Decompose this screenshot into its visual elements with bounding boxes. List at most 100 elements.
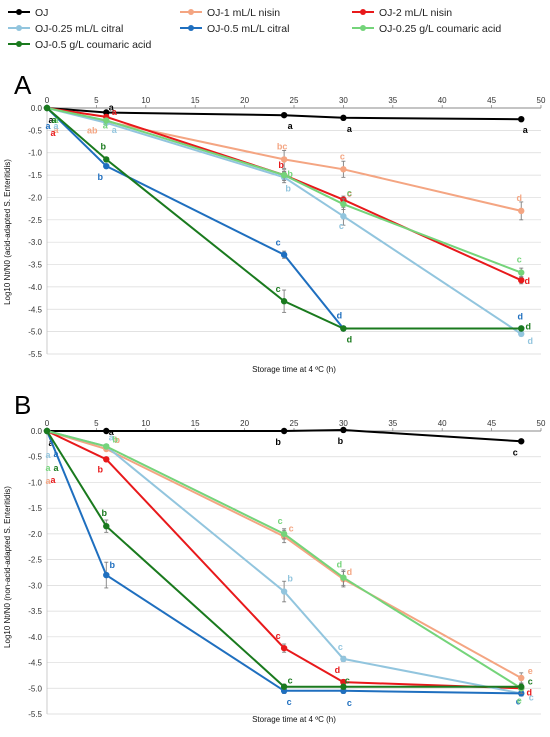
data-point (103, 456, 110, 463)
y-tick-label: -3.5 (28, 261, 42, 270)
significance-letter: d (517, 312, 523, 322)
y-tick-label: -2.5 (28, 556, 42, 565)
y-tick-label: -3.0 (28, 581, 42, 590)
x-tick-label: 10 (141, 419, 150, 428)
significance-letter: ab (87, 125, 98, 135)
data-point (280, 530, 288, 538)
data-point (103, 427, 110, 435)
significance-letter: c (517, 255, 522, 265)
y-axis-label-b: Log10 Nt/N0 (non-acid-adapted S. Enterit… (3, 486, 12, 648)
significance-letter: e (528, 666, 533, 676)
significance-letter: c (347, 189, 352, 199)
significance-letter: a (45, 121, 51, 131)
x-tick-label: 40 (438, 96, 447, 105)
significance-letter: d (335, 665, 341, 675)
legend-marker (16, 41, 22, 47)
significance-letter: c (338, 642, 343, 652)
legend-label: OJ-0.25 g/L coumaric acid (379, 23, 501, 35)
x-tick-label: 25 (290, 96, 299, 105)
series-1: a b c d e (43, 427, 533, 684)
y-tick-label: -3.5 (28, 607, 42, 616)
y-tick-label: -0.5 (28, 126, 42, 135)
legend-label: OJ-0.25 mL/L citral (35, 23, 123, 35)
data-point (518, 330, 525, 338)
significance-letter: b (338, 436, 344, 446)
significance-letter: c (287, 697, 292, 707)
y-tick-label: -2.0 (28, 193, 42, 202)
series-line (46, 430, 522, 695)
data-point (280, 298, 288, 305)
data-point (340, 678, 347, 686)
x-tick-label: 45 (487, 96, 496, 105)
significance-letter: c (347, 698, 352, 708)
significance-letter: a (45, 476, 51, 486)
panel-letter-a: A (14, 70, 32, 100)
x-axis-label-b: Storage time at 4 ºC (h) (252, 715, 336, 724)
significance-letter: a (53, 121, 59, 131)
significance-letter: a (53, 449, 59, 459)
data-point (280, 251, 288, 258)
significance-letter: d (347, 335, 353, 345)
x-tick-label: 15 (191, 419, 200, 428)
y-tick-label: -1.0 (28, 478, 42, 487)
significance-letter: a (109, 427, 115, 437)
data-point (280, 171, 288, 179)
data-point (280, 644, 288, 652)
significance-letter: b (278, 160, 284, 170)
significance-letter: a (45, 463, 51, 473)
x-tick-label: 0 (45, 96, 50, 105)
significance-letter: d (525, 322, 531, 332)
significance-letter: a (50, 475, 56, 485)
significance-letter: c (513, 447, 518, 457)
data-point (280, 111, 288, 119)
y-tick-label: -0.5 (28, 453, 42, 462)
data-point (280, 588, 288, 595)
y-tick-label: -3.0 (28, 238, 42, 247)
y-tick-label: -1.5 (28, 171, 42, 180)
y-tick-label: 0.0 (31, 427, 43, 436)
y-tick-label: -1.5 (28, 504, 42, 513)
significance-letter: c (516, 696, 521, 706)
significance-letter: a (109, 102, 115, 112)
x-tick-label: 40 (438, 419, 447, 428)
legend-marker (16, 25, 22, 31)
data-point (340, 655, 347, 663)
significance-letter: a (112, 125, 118, 135)
data-point (340, 213, 347, 220)
y-tick-label: -4.0 (28, 633, 42, 642)
legend-label: OJ-0.5 g/L coumaric acid (35, 39, 151, 51)
significance-letter: b (98, 464, 104, 474)
x-tick-label: 5 (94, 419, 99, 428)
data-point (103, 156, 110, 163)
significance-letter: b (101, 141, 107, 151)
significance-letter: bc (277, 141, 288, 151)
data-point (518, 115, 525, 123)
data-point (103, 109, 110, 116)
data-point (103, 117, 110, 124)
significance-letter: d (524, 276, 530, 286)
significance-letter: a (51, 115, 57, 125)
data-point (518, 207, 525, 215)
y-tick-label: -5.0 (28, 684, 42, 693)
significance-letter: b (285, 183, 291, 193)
data-point (280, 683, 288, 690)
y-tick-label: -4.0 (28, 283, 42, 292)
significance-letter: e (517, 695, 522, 705)
legend-label: OJ-0.5 mL/L citral (207, 23, 289, 35)
data-point (103, 162, 110, 170)
x-tick-label: 20 (240, 96, 249, 105)
data-point (280, 427, 288, 435)
significance-letter: b (98, 172, 104, 182)
data-point (43, 427, 51, 435)
data-point (518, 674, 525, 682)
significance-letter: c (278, 516, 283, 526)
significance-letter: a (103, 121, 109, 131)
y-tick-label: -4.5 (28, 305, 42, 314)
series-line (46, 430, 522, 695)
significance-letter: a (288, 121, 294, 131)
data-point (340, 683, 347, 690)
